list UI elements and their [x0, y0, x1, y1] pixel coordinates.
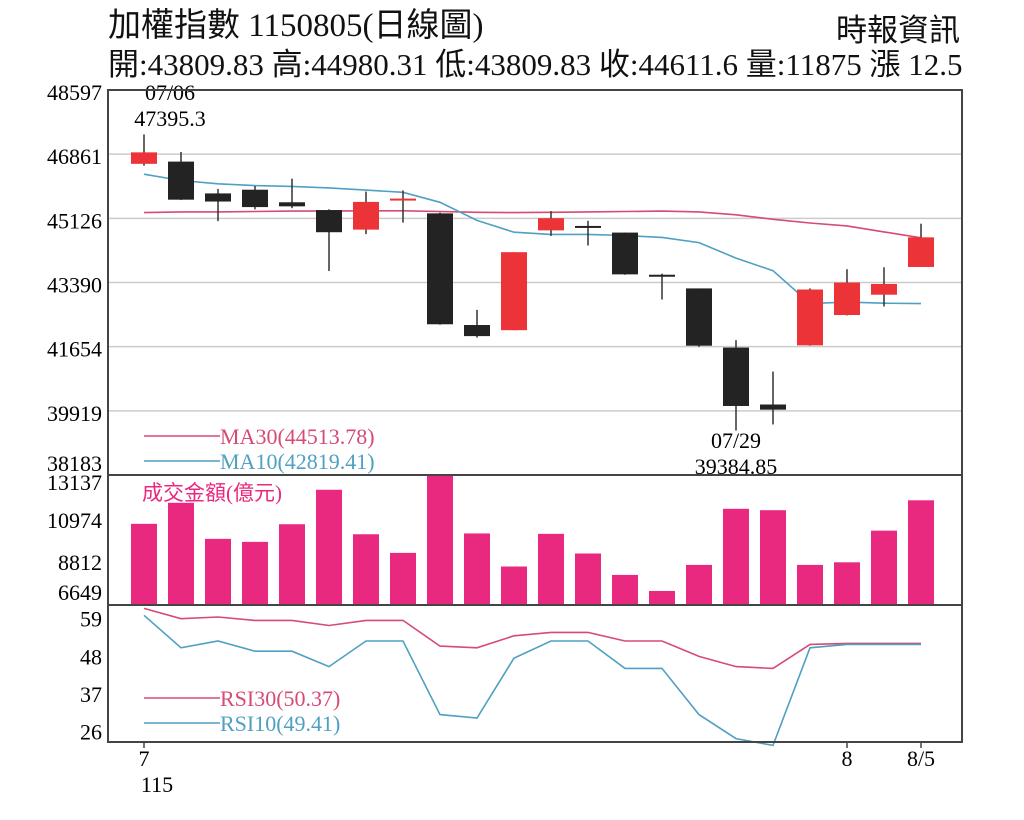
rsi-tick-label: 59 — [80, 607, 102, 632]
price-tick-label: 45126 — [47, 208, 102, 233]
volume-bar — [316, 489, 342, 605]
source-label: 時報資訊 — [836, 13, 960, 48]
chart-frame — [107, 89, 963, 743]
candle-down — [427, 213, 453, 325]
candle-up — [871, 283, 897, 295]
rsi10-legend-label: RSI10(49.41) — [220, 711, 340, 736]
candle-up — [131, 152, 157, 164]
volume-tick-label: 13137 — [47, 470, 102, 495]
candle-down — [686, 288, 712, 346]
ohlc-summary: 開:43809.83 高:44980.31 低:43809.83 收:44611… — [108, 47, 963, 82]
volume-bar — [464, 533, 490, 605]
rsi30-line — [143, 607, 921, 670]
x-axis-label: 8/5 — [907, 746, 935, 771]
candle-down — [168, 161, 194, 200]
rsi-tick-label: 37 — [80, 682, 102, 707]
volume-bar — [686, 564, 712, 605]
volume-bar — [871, 530, 897, 605]
volume-bar — [538, 533, 564, 605]
volume-bar — [834, 562, 860, 605]
ma10-legend-label: MA10(42819.41) — [220, 449, 375, 474]
annotation-value: 47395.3 — [134, 106, 206, 131]
x-axis-label: 7 — [139, 746, 150, 771]
volume-bar — [575, 553, 601, 605]
candle-up — [797, 289, 823, 346]
x-axis-sublabel: 115 — [141, 772, 173, 797]
candle-up — [538, 218, 564, 231]
rsi-tick-label: 48 — [80, 644, 102, 669]
candle-up — [390, 198, 416, 201]
volume-bar — [279, 524, 305, 605]
price-tick-label: 48597 — [47, 80, 102, 105]
candle-up — [353, 201, 379, 230]
candle-down — [464, 325, 490, 337]
price-tick-label: 43390 — [47, 273, 102, 298]
volume-bar — [205, 538, 231, 605]
volume-bar — [168, 502, 194, 605]
volume-tick-label: 8812 — [58, 550, 102, 575]
volume-bar — [353, 534, 379, 605]
volume-tick-label: 10974 — [47, 508, 102, 533]
volume-tick-label: 6649 — [58, 580, 102, 605]
candle-down — [205, 193, 231, 202]
candle-down — [649, 274, 675, 277]
volume-bar — [501, 566, 527, 605]
candle-up — [908, 237, 934, 267]
volume-bar — [390, 552, 416, 605]
ma30-line — [143, 210, 922, 239]
candle-down — [316, 210, 342, 233]
price-tick-label: 46861 — [47, 144, 102, 169]
ma10-line — [143, 173, 922, 305]
price-tick-label: 39919 — [47, 401, 102, 426]
volume-bar — [723, 508, 749, 605]
price-tick-label: 41654 — [47, 337, 102, 362]
ma30-legend-label: MA30(44513.78) — [220, 424, 375, 449]
volume-bar — [427, 475, 453, 605]
volume-bar — [612, 574, 638, 605]
candle-down — [575, 225, 601, 228]
candle-down — [612, 232, 638, 275]
x-axis-label: 8 — [842, 746, 853, 771]
annotation-date: 07/06 — [145, 80, 195, 105]
volume-bar — [131, 523, 157, 605]
annotation-date: 07/29 — [711, 428, 761, 453]
rsi30-legend-label: RSI30(50.37) — [220, 686, 340, 711]
volume-title: 成交金額(億元) — [142, 481, 282, 505]
rsi10-line — [143, 614, 921, 747]
candle-up — [501, 252, 527, 331]
chart-title: 加權指數 1150805(日線圖) — [108, 8, 484, 44]
candle-up — [834, 282, 860, 316]
rsi-tick-label: 26 — [80, 720, 102, 745]
candle-down — [279, 202, 305, 207]
price-tick-label: 38183 — [47, 451, 102, 476]
candle-down — [723, 347, 749, 406]
volume-bar — [797, 564, 823, 605]
volume-bar — [649, 590, 675, 605]
volume-bar — [908, 500, 934, 605]
volume-bar — [242, 541, 268, 605]
candle-down — [242, 189, 268, 208]
candle-down — [760, 404, 786, 410]
volume-bar — [760, 510, 786, 605]
